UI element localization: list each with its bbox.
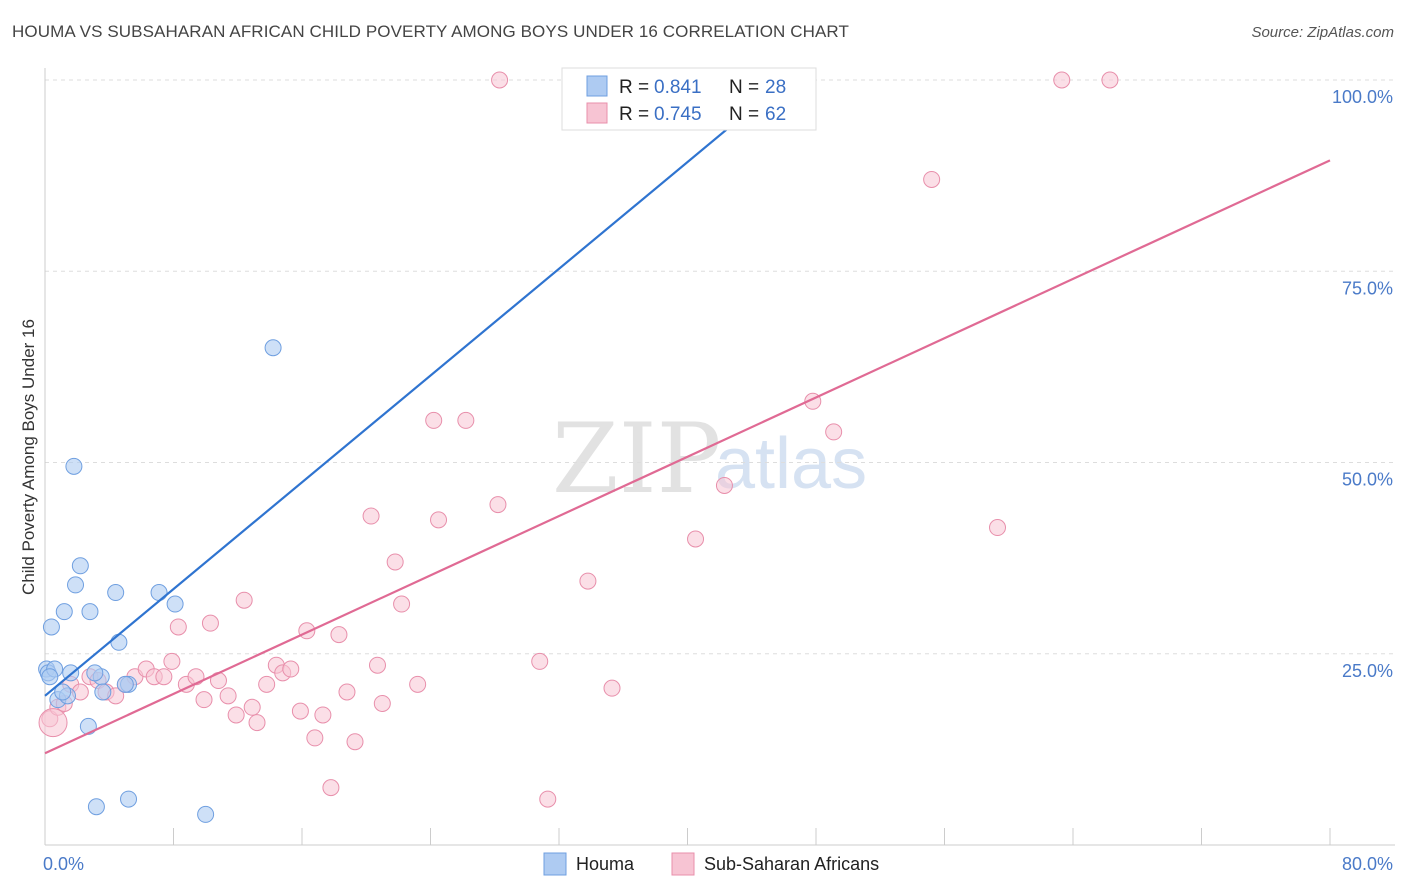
subsaharan-point (219, 687, 237, 705)
legend-houma-r-value: 0.841 (654, 77, 702, 98)
y-tick-label-100: 100.0% (1332, 87, 1393, 107)
houma-point (81, 603, 99, 621)
legend-bottom-sub-label: Sub-Saharan Africans (704, 854, 879, 874)
houma-point (41, 668, 59, 686)
houma-trend-line (44, 94, 769, 697)
houma-point (107, 584, 125, 602)
subsaharan-point (314, 706, 332, 724)
y-axis-label: Child Poverty Among Boys Under 16 (19, 319, 38, 595)
subsaharan-point (1053, 71, 1071, 89)
subsaharan-point (491, 71, 509, 89)
subsaharan-point (235, 591, 253, 609)
subsaharan-point (195, 691, 213, 709)
subsaharan-point (258, 675, 276, 693)
legend-sub-n-label: N = (729, 104, 759, 125)
legend-bottom-houma-swatch (543, 852, 567, 876)
series-houma-points (38, 339, 282, 823)
legend-bottom-sub-swatch (671, 852, 695, 876)
subsaharan-point (368, 656, 386, 674)
subsaharan-point (227, 706, 245, 724)
subsaharan-point (715, 476, 733, 494)
legend-top: R = 0.841 N = 28 R = 0.745 N = 62 (561, 67, 817, 131)
subsaharan-point (169, 618, 187, 636)
legend-sub-swatch (586, 102, 608, 124)
x-tick-max: 80.0% (1342, 854, 1393, 874)
x-tick-min: 0.0% (43, 854, 84, 874)
houma-point (120, 790, 138, 808)
houma-point (55, 603, 73, 621)
houma-point (197, 805, 215, 823)
subsaharan-point (38, 708, 68, 738)
houma-point (67, 576, 85, 594)
subsaharan-point (187, 668, 205, 686)
subsaharan-point (603, 679, 621, 697)
watermark-zip: ZIP (552, 403, 721, 515)
legend-sub-r-label: R = (619, 104, 649, 125)
houma-point (110, 633, 128, 651)
houma-point (54, 683, 72, 701)
houma-point (150, 584, 168, 602)
subsaharan-trend-line (44, 159, 1331, 755)
subsaharan-point (393, 595, 411, 613)
houma-point (71, 557, 89, 575)
legend-bottom: Houma Sub-Saharan Africans (543, 852, 879, 876)
subsaharan-point (282, 660, 300, 678)
subsaharan-point (989, 519, 1007, 537)
subsaharan-point (338, 683, 356, 701)
subsaharan-point (923, 170, 941, 188)
subsaharan-point (539, 790, 557, 808)
subsaharan-point (1101, 71, 1119, 89)
subsaharan-point (155, 668, 173, 686)
x-axis-ticks (173, 828, 1331, 845)
gridlines (45, 79, 1395, 655)
y-tick-labels: 25.0% 50.0% 75.0% 100.0% (1332, 87, 1393, 681)
subsaharan-point (243, 698, 261, 716)
subsaharan-point (425, 411, 443, 429)
houma-point (116, 675, 134, 693)
houma-point (86, 664, 104, 682)
subsaharan-point (386, 553, 404, 571)
subsaharan-point (430, 511, 448, 529)
watermark-atlas: atlas (715, 424, 867, 504)
subsaharan-point (201, 614, 219, 632)
y-tick-label-25: 25.0% (1342, 661, 1393, 681)
subsaharan-point (531, 652, 549, 670)
legend-houma-n-label: N = (729, 77, 759, 98)
legend-sub-r-value: 0.745 (654, 104, 702, 125)
chart-title: HOUMA VS SUBSAHARAN AFRICAN CHILD POVERT… (12, 22, 849, 41)
subsaharan-point (291, 702, 309, 720)
watermark: ZIP atlas (552, 403, 867, 515)
subsaharan-point (163, 652, 181, 670)
chart-source: Source: ZipAtlas.com (1251, 24, 1394, 41)
houma-point (87, 798, 105, 816)
houma-point (65, 457, 83, 475)
legend-houma-r-label: R = (619, 77, 649, 98)
subsaharan-point (579, 572, 597, 590)
legend-houma-swatch (586, 75, 608, 97)
legend-bottom-houma-label: Houma (576, 854, 635, 874)
subsaharan-point (457, 411, 475, 429)
subsaharan-point (322, 779, 340, 797)
legend-sub-n-value: 62 (765, 104, 786, 125)
subsaharan-point (687, 530, 705, 548)
subsaharan-point (825, 423, 843, 441)
y-tick-label-75: 75.0% (1342, 278, 1393, 298)
subsaharan-point (248, 714, 266, 732)
houma-point (94, 683, 112, 701)
subsaharan-point (362, 507, 380, 525)
subsaharan-point (409, 675, 427, 693)
legend-houma-n-value: 28 (765, 77, 786, 98)
subsaharan-point (489, 496, 507, 514)
subsaharan-point (330, 626, 348, 644)
trend-lines (44, 94, 1331, 755)
y-tick-label-50: 50.0% (1342, 470, 1393, 490)
series-subsaharan-points (38, 71, 1119, 808)
houma-point (42, 618, 60, 636)
subsaharan-point (346, 733, 364, 751)
subsaharan-point (373, 694, 391, 712)
houma-point (264, 339, 282, 357)
houma-point (166, 595, 184, 613)
subsaharan-point (306, 729, 324, 747)
